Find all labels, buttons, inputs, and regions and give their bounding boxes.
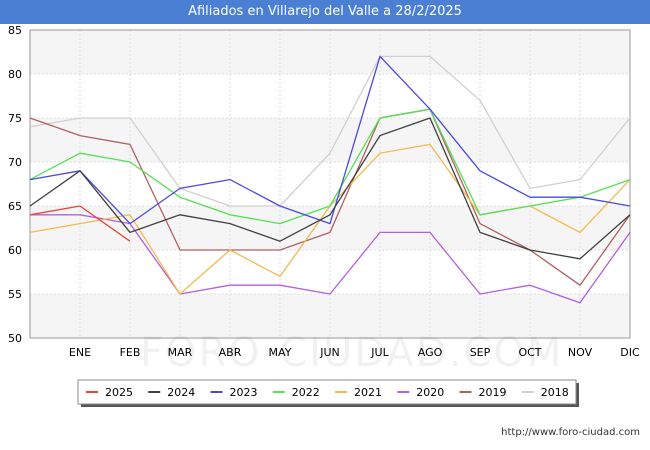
series-line-2023: [29, 55, 631, 225]
legend-label-2025: 2025: [105, 386, 133, 399]
x-tick-label: ENE: [69, 346, 91, 359]
y-tick-label: 85: [8, 24, 22, 37]
legend-label-2024: 2024: [167, 386, 195, 399]
legend-box: [77, 379, 577, 405]
y-tick-label: 60: [8, 244, 22, 257]
x-tick-label: MAR: [168, 346, 193, 359]
x-tick-label: ABR: [219, 346, 242, 359]
axes: [29, 29, 631, 339]
y-tick-label: 55: [8, 288, 22, 301]
y-tick-labels: 50 55 60 65 70 75 80 85: [8, 24, 22, 345]
chart-title: Afiliados en Villarejo del Valle a 28/2/…: [0, 0, 650, 24]
y-tick-label: 80: [8, 68, 22, 81]
legend-label-2019: 2019: [479, 386, 507, 399]
series-line-2022: [29, 108, 631, 225]
source-url: http://www.foro-ciudad.com: [501, 427, 640, 438]
watermark: FORO-CIUDAD.COM: [140, 330, 564, 376]
x-tick-label: AGO: [418, 346, 443, 359]
legend: 2025 2024 2023 2022 2021 2020 2019 2018: [77, 379, 579, 407]
legend-label-2023: 2023: [230, 386, 258, 399]
x-tick-label: OCT: [518, 346, 541, 359]
x-tick-label: FEB: [120, 346, 141, 359]
y-tick-label: 50: [8, 332, 22, 345]
legend-label-2020: 2020: [416, 386, 444, 399]
gridlines: [30, 29, 631, 339]
x-tick-label: SEP: [470, 346, 491, 359]
x-tick-label: NOV: [568, 346, 593, 359]
x-tick-labels: ENE FEB MAR ABR MAY JUN JUL AGO SEP OCT NOV DIC: [69, 346, 640, 359]
y-tick-label: 65: [8, 200, 22, 213]
legend-label-2018: 2018: [541, 386, 569, 399]
plot-frame: [29, 29, 631, 339]
legend-label-2021: 2021: [354, 386, 382, 399]
legend-label-2022: 2022: [292, 386, 320, 399]
y-tick-label: 75: [8, 112, 22, 125]
x-tick-label: DIC: [620, 346, 640, 359]
y-tick-label: 70: [8, 156, 22, 169]
series-line-2018: [29, 55, 631, 207]
series-line-2025: [29, 205, 131, 242]
series-lines: [29, 55, 631, 304]
x-tick-label: MAY: [269, 346, 292, 359]
x-tick-label: JUN: [319, 346, 340, 359]
series-line-2024: [29, 117, 631, 260]
x-tick-label: JUL: [370, 346, 389, 359]
